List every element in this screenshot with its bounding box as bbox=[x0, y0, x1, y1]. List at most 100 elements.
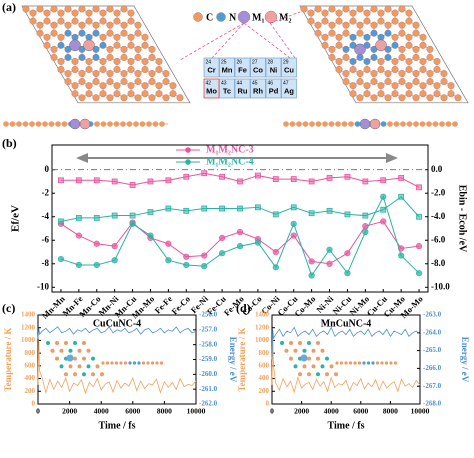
legend-atom bbox=[237, 10, 251, 24]
c-atom bbox=[71, 66, 79, 73]
legend-label: C bbox=[206, 12, 213, 23]
c-atom bbox=[363, 82, 371, 90]
inset-side-atom bbox=[114, 361, 119, 365]
inset-side-atom bbox=[132, 361, 137, 365]
c-atom bbox=[363, 9, 371, 17]
point-square bbox=[147, 209, 154, 215]
c-atom bbox=[314, 29, 322, 37]
point-circle bbox=[165, 257, 172, 264]
point-circle bbox=[326, 260, 333, 267]
side-atom bbox=[159, 121, 165, 127]
point-circle bbox=[344, 250, 351, 257]
element-cell bbox=[234, 78, 251, 99]
c-atom bbox=[92, 94, 100, 102]
lattice bbox=[299, 5, 469, 104]
c-atom bbox=[113, 82, 121, 90]
inset-atom bbox=[73, 356, 77, 361]
x-tick-label: 10000 bbox=[411, 407, 430, 416]
c-atom bbox=[377, 90, 385, 98]
c-atom bbox=[57, 17, 65, 25]
arrow-head bbox=[76, 153, 88, 163]
point-square bbox=[344, 173, 351, 180]
inset-atom bbox=[55, 356, 59, 361]
n-atom bbox=[92, 45, 100, 53]
c-atom bbox=[169, 90, 177, 98]
point-circle bbox=[129, 220, 136, 227]
c-atom bbox=[398, 29, 406, 37]
n-atom bbox=[370, 29, 378, 37]
y2-tick-label: -8.0 bbox=[431, 258, 446, 268]
c-atom bbox=[57, 57, 65, 65]
inset-atom bbox=[307, 341, 311, 345]
c-atom bbox=[419, 90, 427, 98]
inset-atom bbox=[307, 372, 311, 377]
c-atom bbox=[391, 82, 399, 90]
c-atom bbox=[426, 70, 434, 77]
y-tick-label: 1400 bbox=[255, 311, 270, 319]
c-atom bbox=[162, 94, 170, 102]
c-atom bbox=[155, 66, 163, 73]
c-atom bbox=[349, 82, 357, 90]
point-circle bbox=[415, 270, 423, 277]
legend-label: M₁ bbox=[252, 12, 264, 23]
legend-atom bbox=[216, 12, 226, 22]
c-atom bbox=[377, 66, 385, 73]
inset-side-atom bbox=[146, 361, 150, 365]
side-atom bbox=[94, 121, 100, 127]
inset-atom bbox=[82, 372, 86, 377]
y2-tick-label: -258.0 bbox=[199, 340, 218, 348]
c-atom bbox=[57, 33, 65, 41]
inset-side-atom bbox=[353, 361, 357, 365]
x-tick-label: 8000 bbox=[157, 407, 172, 416]
c-atom bbox=[120, 94, 128, 102]
c-atom bbox=[85, 90, 93, 98]
y2-tick-label: -262.0 bbox=[199, 400, 218, 408]
c-atom bbox=[342, 5, 350, 13]
c-atom bbox=[134, 21, 142, 29]
y-tick-label: 1000 bbox=[21, 336, 36, 344]
c-atom bbox=[148, 78, 156, 86]
element-symbol: Ag bbox=[284, 86, 294, 95]
n-atom bbox=[363, 57, 371, 65]
point-square bbox=[147, 178, 154, 185]
inset-side-atom bbox=[344, 361, 348, 365]
c-atom bbox=[134, 45, 142, 53]
element-number: 26 bbox=[237, 59, 243, 65]
y-tick-label: 200 bbox=[25, 387, 36, 395]
y-tick-label: 1200 bbox=[21, 323, 36, 331]
c-atom bbox=[433, 90, 441, 98]
c-atom bbox=[433, 82, 441, 90]
c-atom bbox=[71, 90, 79, 98]
element-cell bbox=[203, 57, 220, 78]
c-atom bbox=[412, 94, 420, 102]
inset-atom bbox=[77, 348, 82, 353]
c-atom bbox=[454, 94, 462, 102]
legend-atom bbox=[193, 12, 203, 22]
side-atom bbox=[328, 121, 335, 127]
element-number: 42 bbox=[206, 80, 212, 86]
inset-atom bbox=[73, 372, 77, 377]
side-atom bbox=[432, 121, 439, 127]
point-square bbox=[201, 170, 208, 177]
point-circle bbox=[254, 239, 262, 246]
c-atom bbox=[50, 53, 58, 61]
point-circle bbox=[201, 252, 208, 259]
inset-atom bbox=[298, 372, 302, 377]
pointer bbox=[211, 22, 245, 59]
element-symbol: Pd bbox=[269, 86, 279, 95]
side-atom bbox=[413, 121, 419, 127]
element-symbol: Ru bbox=[238, 86, 248, 95]
element-symbol: Rh bbox=[253, 86, 263, 95]
point-square bbox=[111, 178, 118, 185]
c-atom bbox=[43, 41, 51, 49]
metal-atom bbox=[375, 39, 387, 52]
inset-atom bbox=[329, 364, 334, 369]
c-atom bbox=[92, 78, 100, 86]
c-atom bbox=[64, 70, 72, 77]
element-number: 27 bbox=[252, 59, 258, 65]
element-number: 25 bbox=[221, 59, 227, 65]
c-atom bbox=[99, 9, 107, 17]
c-atom bbox=[377, 82, 385, 90]
c-atom bbox=[141, 90, 149, 98]
point-square bbox=[129, 182, 136, 188]
